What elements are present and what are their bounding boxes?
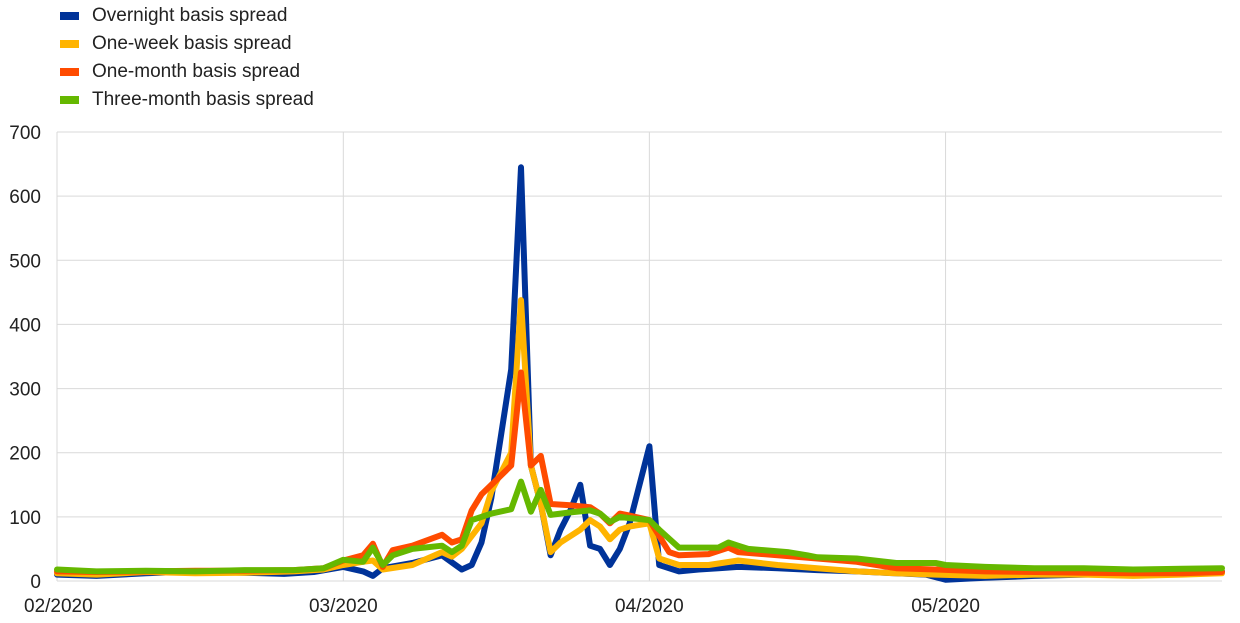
legend-label: Overnight basis spread (92, 5, 288, 26)
x-tick-label: 03/2020 (309, 596, 378, 617)
legend-label: One-week basis spread (92, 33, 292, 54)
x-axis-ticks: 02/2020 03/2020 04/2020 05/2020 (24, 596, 980, 617)
legend-swatch (60, 12, 79, 20)
y-tick-label: 500 (9, 251, 41, 272)
chart-grid (56, 131, 1222, 582)
y-tick-label: 700 (9, 123, 41, 144)
y-axis-ticks: 0 100 200 300 400 500 600 700 (9, 123, 41, 593)
legend-swatch (60, 40, 79, 48)
series-line-1 (54, 297, 1225, 579)
legend-label: One-month basis spread (92, 61, 301, 82)
legend-swatch (60, 96, 79, 104)
y-tick-label: 400 (9, 315, 41, 336)
legend-item-one-month: One-month basis spread (60, 58, 314, 86)
series-line-2 (54, 369, 1225, 577)
y-tick-label: 300 (9, 380, 41, 401)
legend-item-one-week: One-week basis spread (60, 30, 314, 58)
chart-series (54, 164, 1225, 583)
y-tick-label: 100 (9, 508, 41, 529)
series-line-3 (54, 478, 1225, 575)
y-tick-label: 200 (9, 444, 41, 465)
legend-swatch (60, 68, 79, 76)
legend-item-three-month: Three-month basis spread (60, 86, 314, 114)
x-tick-label: 02/2020 (24, 596, 93, 617)
chart-legend: Overnight basis spread One-week basis sp… (60, 2, 314, 114)
x-tick-label: 04/2020 (615, 596, 684, 617)
y-tick-label: 600 (9, 187, 41, 208)
x-tick-label: 05/2020 (911, 596, 980, 617)
y-tick-label: 0 (30, 572, 41, 593)
legend-item-overnight: Overnight basis spread (60, 2, 314, 30)
legend-label: Three-month basis spread (92, 89, 314, 110)
